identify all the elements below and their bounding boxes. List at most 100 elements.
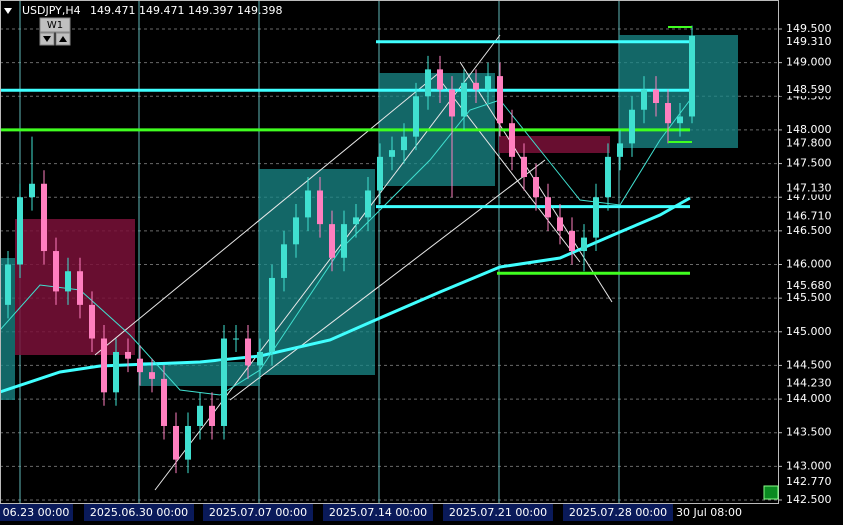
- x-label-box: [563, 504, 673, 521]
- trend-line: [94, 71, 441, 356]
- candle-body: [521, 156, 527, 178]
- y-tick-label: 145.500: [786, 291, 832, 304]
- timeframe-label: W1: [47, 20, 63, 31]
- timeframe-button[interactable]: [39, 17, 71, 33]
- candle-body: [245, 338, 251, 366]
- price-label: 146.710: [786, 210, 832, 223]
- candle-body: [473, 82, 479, 90]
- price-label: 142.770: [786, 475, 832, 488]
- candle-body: [197, 405, 203, 426]
- y-tick-label: 149.500: [786, 22, 832, 35]
- trend-line: [229, 159, 546, 401]
- header: USDJPY,H4 149.471 149.471 149.397 149.39…: [4, 4, 282, 46]
- symbol: USDJPY,H4: [22, 4, 81, 17]
- candle-body: [101, 338, 107, 393]
- candle-body: [629, 109, 635, 144]
- candle-body: [389, 150, 395, 157]
- price-label: 147.800: [786, 136, 832, 149]
- candle-body: [293, 217, 299, 245]
- x-tick-label: 2025.07.21 00:00: [449, 506, 547, 519]
- candle-body: [581, 237, 587, 252]
- x-tick-label: 2025.07.14 00:00: [329, 506, 427, 519]
- candle-body: [545, 197, 551, 218]
- moving-average-fast: [0, 99, 691, 396]
- status-indicator: [763, 485, 779, 500]
- price-label: 149.310: [786, 35, 832, 48]
- candle-body: [557, 217, 563, 231]
- candle-body: [341, 224, 347, 258]
- candle-body: [461, 82, 467, 117]
- candle-body: [281, 244, 287, 278]
- bracket: [668, 26, 692, 143]
- candle-body: [185, 425, 191, 460]
- x-label-box: [443, 504, 553, 521]
- candle-body: [449, 89, 455, 117]
- candle-body: [401, 136, 407, 151]
- y-axis: 142.500 143.000 143.500 144.000 144.500 145.0…: [778, 22, 840, 506]
- candle-body: [665, 103, 671, 124]
- candle-body: [233, 338, 239, 340]
- zone: [499, 136, 610, 153]
- candle-body: [65, 271, 71, 292]
- y-tick-label: 146.500: [786, 224, 832, 237]
- candle-body: [125, 351, 131, 359]
- plot-frame: [0, 0, 779, 504]
- candle-body: [353, 217, 359, 225]
- price-label-box: [780, 181, 840, 195]
- price-label: 147.130: [786, 181, 832, 194]
- zone: [0, 258, 15, 400]
- candle-body: [113, 351, 119, 393]
- x-tick-label: 2025.06.30 00:00: [90, 506, 188, 519]
- candle-body: [221, 338, 227, 426]
- candles: [5, 25, 695, 474]
- candle-body: [377, 156, 383, 191]
- x-tick-label: 2025.07.28 00:00: [569, 506, 667, 519]
- x-tick-label: 2025.07.07 00:00: [209, 506, 307, 519]
- y-tick-label: 142.500: [786, 493, 832, 506]
- y-tick-label: 147.500: [786, 157, 832, 170]
- x-tick-label: 06.23 00:00: [3, 506, 70, 519]
- candle-body: [5, 264, 11, 305]
- candle-body: [329, 224, 335, 258]
- candle-body: [161, 378, 167, 426]
- candle-body: [437, 69, 443, 90]
- menu-arrow[interactable]: [4, 8, 12, 14]
- candle-body: [17, 197, 23, 265]
- candle-body: [365, 190, 371, 218]
- candle-body: [605, 156, 611, 198]
- candle-body: [305, 190, 311, 218]
- x-axis: 06.23 00:00 2025.06.30 00:00 2025.07.07 …: [0, 504, 742, 521]
- candle-body: [413, 96, 419, 137]
- price-label-box: [780, 83, 840, 97]
- x-label-box: [84, 504, 194, 521]
- price-label-box: [780, 136, 840, 150]
- price-label: 145.680: [786, 279, 832, 292]
- candle-body: [677, 116, 683, 124]
- x-label-box: [203, 504, 313, 521]
- candle-body: [425, 69, 431, 97]
- x-tick-label: 30 Jul 08:00: [676, 506, 742, 519]
- x-label-box: [0, 504, 73, 521]
- candle-body: [53, 251, 59, 292]
- candle-body: [617, 143, 623, 157]
- candle-body: [77, 271, 83, 305]
- arrow: [43, 36, 51, 42]
- grid: [0, 28, 778, 501]
- y-tick-label: 143.000: [786, 459, 832, 472]
- levels: [0, 40, 690, 275]
- price-label-box: [780, 34, 840, 48]
- candle-body: [89, 304, 95, 339]
- candle-body: [257, 351, 263, 366]
- y-tick-label: 145.000: [786, 325, 832, 338]
- candle-body: [269, 277, 275, 352]
- arrow: [59, 36, 67, 42]
- moving-average-slow: [0, 196, 691, 394]
- price-label-box: [780, 279, 840, 293]
- price-label-box: [780, 474, 840, 488]
- candle-body: [485, 76, 491, 90]
- candle-body: [137, 358, 143, 373]
- candle-body: [533, 177, 539, 198]
- candle-body: [653, 89, 659, 104]
- candle-body: [689, 35, 695, 117]
- price-label: 148.590: [786, 83, 832, 96]
